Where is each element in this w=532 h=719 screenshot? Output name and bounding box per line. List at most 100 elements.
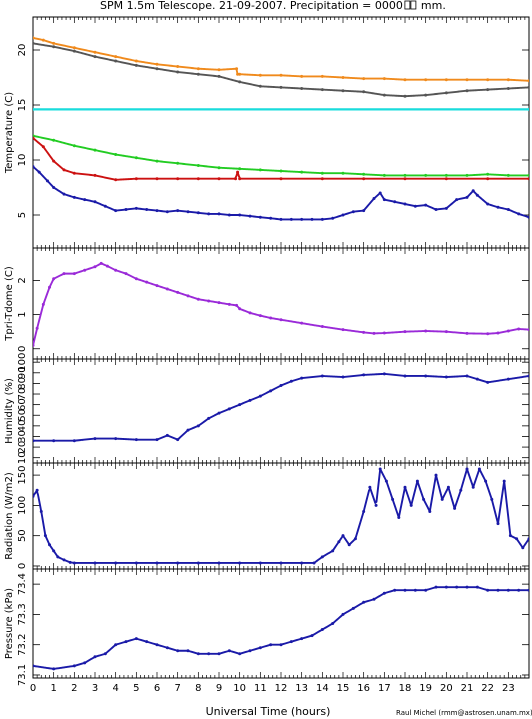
series-blue (33, 467, 529, 565)
x-tick-label: 12 (275, 683, 288, 694)
data-point (124, 640, 128, 644)
data-point (403, 177, 407, 181)
data-point (83, 198, 87, 202)
y-tick-label: 100 (17, 353, 28, 372)
plot-area (33, 261, 529, 347)
data-point (372, 331, 376, 335)
data-point (33, 165, 35, 169)
data-point (465, 467, 469, 471)
data-point (236, 170, 240, 174)
data-point (434, 585, 438, 589)
data-point (52, 159, 56, 163)
data-point (527, 107, 529, 111)
data-point (382, 93, 386, 97)
data-point (155, 67, 159, 71)
data-point (391, 497, 395, 501)
series-purple (33, 261, 529, 347)
data-point (382, 198, 386, 202)
data-point (434, 208, 438, 211)
x-tick-label: 13 (295, 683, 308, 694)
data-point (176, 177, 180, 181)
plot-area (33, 467, 529, 565)
data-point (393, 200, 397, 204)
data-point (134, 277, 138, 281)
x-tick-label: 15 (337, 683, 350, 694)
credit-text: Raul Michel (rmm@astrosen.unam.mx) (396, 709, 532, 717)
series-orange (33, 36, 529, 83)
data-point (217, 74, 221, 78)
data-point (444, 375, 448, 379)
x-tick-label: 9 (216, 683, 222, 694)
plot-area (33, 36, 529, 221)
data-point (455, 585, 459, 589)
data-point (227, 407, 231, 411)
data-point (353, 537, 357, 541)
data-point (258, 168, 262, 172)
data-point (93, 265, 97, 269)
data-point (134, 438, 138, 442)
data-point (238, 80, 242, 84)
data-point (320, 74, 324, 78)
data-point (517, 588, 521, 592)
y-tick-label: 0 (17, 563, 28, 569)
data-point (176, 290, 180, 294)
data-point (45, 179, 49, 183)
data-point (486, 588, 490, 592)
data-point (446, 485, 450, 489)
data-point (486, 177, 490, 181)
data-point (444, 206, 448, 210)
data-point (207, 212, 211, 216)
chart-title: SPM 1.5m Telescope. 21-09-2007. Precipit… (100, 0, 403, 12)
data-point (372, 197, 376, 200)
data-point (310, 634, 314, 638)
data-point (56, 555, 60, 559)
data-point (403, 78, 407, 82)
y-tick-label: 5 (17, 212, 28, 218)
series-line (33, 468, 529, 564)
data-point (424, 203, 428, 207)
data-point (186, 428, 190, 432)
data-point (145, 280, 149, 284)
data-point (320, 628, 324, 632)
data-point (217, 411, 221, 415)
data-point (320, 325, 324, 329)
y-axis-label: Tpri-Tdome (C) (4, 266, 15, 342)
data-point (320, 217, 324, 221)
x-tick-label: 7 (174, 683, 180, 694)
y-tick-label: 80 (17, 377, 28, 390)
data-point (176, 438, 180, 442)
data-point (196, 652, 200, 656)
data-point (186, 210, 190, 214)
x-tick-label: 21 (461, 683, 474, 694)
data-point (196, 297, 200, 301)
data-point (33, 136, 35, 140)
data-point (440, 497, 444, 501)
data-point (486, 172, 490, 176)
y-tick-label: 1 (17, 311, 28, 317)
series-line (33, 137, 529, 181)
x-tick-label: 23 (502, 683, 515, 694)
data-point (502, 479, 506, 483)
data-point (320, 171, 324, 175)
data-point (422, 497, 426, 501)
data-point (289, 640, 293, 644)
data-point (477, 467, 481, 471)
data-point (378, 467, 382, 471)
data-point (471, 485, 475, 489)
data-point (258, 215, 262, 219)
data-point (35, 488, 39, 492)
data-point (48, 543, 52, 547)
data-point (62, 192, 66, 196)
data-point (424, 329, 428, 333)
data-point (114, 178, 118, 182)
data-point (52, 549, 56, 553)
data-point (300, 321, 304, 325)
data-point (413, 588, 417, 592)
data-point (465, 173, 469, 177)
plot-frame (32, 568, 530, 679)
data-point (506, 87, 510, 90)
data-point (403, 588, 407, 592)
data-point (248, 214, 252, 218)
data-point (465, 585, 469, 589)
